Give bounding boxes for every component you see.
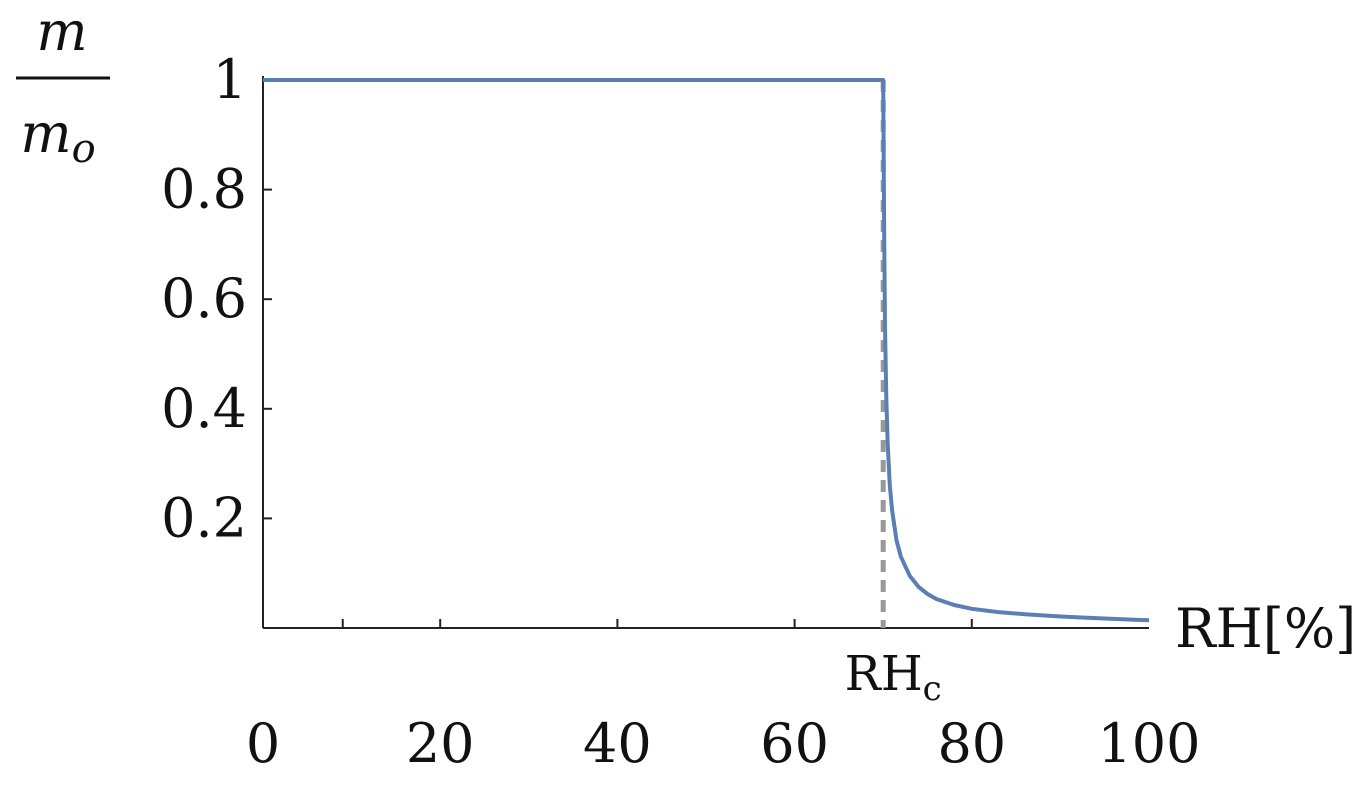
x-axis-label: RH[%] xyxy=(1175,597,1356,660)
x-tick-label: 20 xyxy=(406,712,475,775)
y-tick-label: 0.8 xyxy=(161,158,247,221)
axes xyxy=(262,76,1149,629)
y-label-denominator: mo xyxy=(20,102,95,172)
critical-marker-label: RHc xyxy=(845,646,942,709)
x-tick-label: 80 xyxy=(937,712,1006,775)
x-tick-label: 60 xyxy=(760,712,829,775)
x-tick-label: 40 xyxy=(583,712,652,775)
series-line xyxy=(263,78,1150,623)
series-layer xyxy=(263,78,1150,623)
x-ticks: 0 20 40 60 80 100 xyxy=(246,619,1201,775)
x-tick-label: 0 xyxy=(246,712,280,775)
y-ticks: 0.2 0.4 0.6 0.8 1 xyxy=(161,48,272,549)
y-tick-label: 0.4 xyxy=(161,377,247,440)
y-tick-label: 1 xyxy=(213,48,247,111)
x-tick-label: 100 xyxy=(1097,712,1200,775)
y-axis-label: m mo xyxy=(16,0,110,172)
y-label-numerator: m xyxy=(36,0,87,63)
y-tick-label: 0.6 xyxy=(161,267,247,330)
critical-marker: RHc xyxy=(845,80,942,709)
y-tick-label: 0.2 xyxy=(161,486,247,549)
